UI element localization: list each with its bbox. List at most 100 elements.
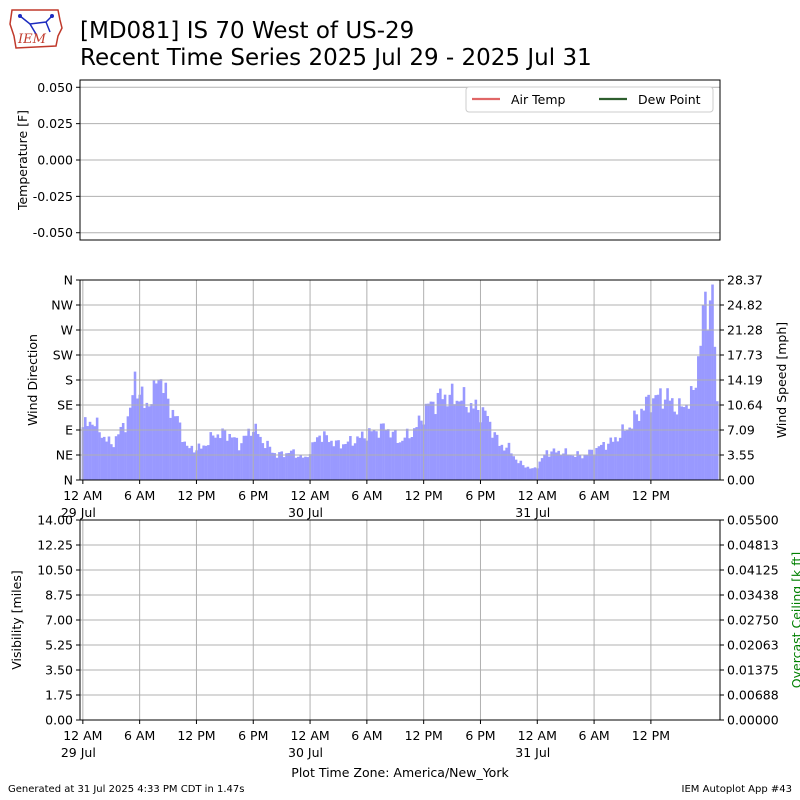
wind-speed-bar [216, 434, 220, 480]
vis-xtick-label: 12 PM [177, 728, 215, 743]
wind-speed-bar [476, 410, 480, 480]
wind-speed-bar [467, 412, 471, 480]
wind-speed-bar [162, 393, 165, 480]
wind-speed-bar [389, 437, 392, 480]
ceiling-tick-label: 0.00688 [727, 688, 779, 703]
vis-xtick-label: 6 AM [351, 728, 382, 743]
wind-speed-bar [661, 408, 665, 480]
visibility-tick-label: 5.25 [45, 638, 73, 653]
wind-axes-frame [79, 279, 721, 481]
wind-speed-tick-label: 14.19 [727, 373, 763, 388]
wind-speed-bar [519, 460, 523, 480]
wind-speed-bar [263, 448, 267, 480]
wind-speed-bar [311, 442, 314, 480]
wind-speed-bar [417, 415, 421, 480]
wind-speed-bar [699, 345, 702, 480]
wind-speed-bar [633, 410, 636, 480]
wind-speed-bar [273, 453, 276, 480]
wind-speed-bar [315, 437, 319, 480]
wind-speed-bar [652, 398, 655, 480]
wind-speed-bar [472, 408, 475, 480]
vis-date-label: 29 Jul [61, 745, 96, 760]
wind-speed-bar [327, 442, 331, 480]
wind-direction-tick-label: S [65, 373, 73, 388]
wind-speed-bar [306, 457, 310, 480]
wind-speed-bar [190, 445, 194, 480]
x-axis-label: Plot Time Zone: America/New_York [291, 765, 509, 780]
temp-ytick-label: 0.050 [37, 80, 73, 95]
wind-speed-bar [304, 456, 307, 480]
wind-speed-bar [282, 457, 286, 480]
wind-speed-bar [474, 399, 478, 480]
wind-direction-tick-label: NE [56, 448, 73, 463]
wind-speed-bar [188, 448, 191, 480]
wind-speed-bar [342, 444, 345, 480]
wind-speed-bar [256, 434, 260, 480]
wind-speed-bar [164, 382, 168, 480]
wind-xtick-label: 6 AM [351, 488, 382, 503]
wind-speed-bar [102, 436, 106, 480]
wind-speed-bar [280, 451, 284, 480]
wind-speed-bar [112, 447, 115, 480]
wind-speed-bar [618, 437, 622, 480]
wind-speed-bar [637, 420, 641, 480]
wind-speed-bar [287, 452, 291, 480]
wind-speed-bar [247, 428, 250, 480]
wind-speed-bar [550, 451, 553, 480]
wind-speed-bar [181, 442, 184, 480]
wind-speed-bar [663, 399, 667, 480]
wind-speed-bar [204, 445, 208, 480]
wind-speed-bar [98, 432, 101, 480]
wind-speed-bar [528, 468, 532, 480]
wind-speed-bar [711, 284, 714, 480]
wind-speed-bar [465, 406, 468, 480]
wind-speed-bar [261, 443, 265, 480]
ceiling-tick-label: 0.03438 [727, 588, 779, 603]
wind-speed-bar [590, 449, 594, 480]
wind-speed-bar [368, 428, 371, 480]
vis-date-label: 30 Jul [288, 745, 323, 760]
ceiling-tick-label: 0.04813 [727, 538, 779, 553]
wind-xtick-label: 12 PM [177, 488, 215, 503]
wind-speed-bar [93, 426, 97, 480]
wind-speed-bar [133, 371, 137, 480]
wind-speed-bar [391, 431, 395, 480]
wind-speed-bar [382, 423, 385, 480]
wind-speed-bar [607, 443, 610, 480]
wind-speed-bar [635, 414, 639, 480]
wind-speed-bar [600, 444, 603, 480]
wind-speed-bar [145, 402, 149, 480]
wind-speed-bar [488, 421, 492, 480]
visibility-tick-label: 10.50 [37, 563, 73, 578]
wind-speed-bar [453, 404, 456, 480]
wind-speed-bar [278, 452, 281, 480]
wind-speed-bar [91, 424, 94, 480]
wind-speed-bar [427, 403, 430, 480]
wind-speed-bar [318, 435, 321, 480]
wind-speed-bar [285, 453, 288, 480]
wind-speed-bar [557, 450, 560, 480]
wind-speed-bar [237, 450, 241, 480]
wind-speed-bar [95, 417, 99, 480]
wind-speed-bar [446, 406, 449, 480]
wind-speed-bar [576, 451, 579, 480]
wind-speed-bar [704, 291, 707, 480]
wind-speed-bar [155, 383, 158, 480]
wind-speed-bar [538, 461, 542, 480]
visibility-tick-label: 1.75 [45, 688, 73, 703]
wind-speed-bar [630, 428, 634, 480]
wind-speed-bar [173, 416, 177, 480]
visibility-axis-label: Visibility [miles] [9, 570, 24, 669]
temp-ylabel: Temperature [F] [15, 110, 30, 211]
vis-xtick-label: 12 PM [405, 728, 443, 743]
wind-speed-bar [334, 440, 338, 480]
vis-xtick-label: 6 PM [238, 728, 268, 743]
wind-speed-bar [647, 394, 650, 480]
wind-speed-bar [183, 441, 186, 480]
wind-direction-tick-label: W [61, 323, 73, 338]
wind-speed-bar [360, 431, 364, 480]
vis-xtick-label: 12 PM [632, 728, 670, 743]
wind-speed-bar [408, 438, 411, 480]
wind-speed-bar [339, 448, 343, 480]
wind-speed-bar [512, 456, 515, 480]
